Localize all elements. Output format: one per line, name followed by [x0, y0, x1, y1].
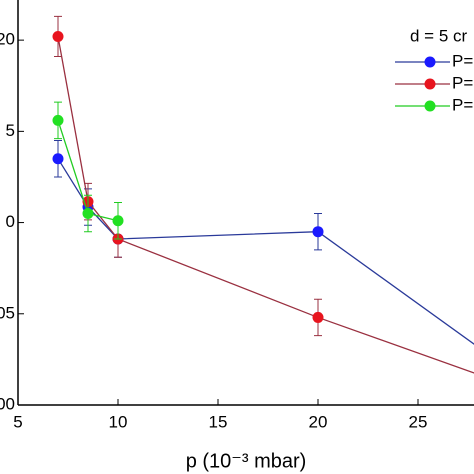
x-tick-label: 5	[13, 412, 22, 431]
legend-marker	[424, 78, 436, 90]
data-point	[52, 153, 64, 165]
series-line	[57, 158, 474, 345]
x-tick-label: 15	[209, 412, 228, 431]
legend-label: P=	[452, 95, 473, 114]
y-tick-label: 0	[6, 212, 15, 231]
y-tick-label: 00	[0, 394, 15, 413]
data-point	[112, 215, 124, 227]
y-tick-label: 5	[6, 121, 15, 140]
x-axis-label: p (10⁻³ mbar)	[186, 450, 307, 472]
legend-marker	[424, 56, 436, 68]
x-tick-label: 10	[109, 412, 128, 431]
plot-area	[52, 15, 474, 374]
series-line	[57, 36, 474, 374]
x-tick-label: 20	[309, 412, 328, 431]
y-tick-label: 05	[0, 303, 15, 322]
legend-title: d = 5 cr	[410, 26, 468, 45]
legend-label: P=	[452, 51, 473, 70]
data-point	[312, 311, 324, 323]
legend-marker	[424, 100, 436, 112]
legend-label: P=	[452, 73, 473, 92]
data-point	[312, 226, 324, 238]
data-point	[52, 114, 64, 126]
data-point	[82, 207, 94, 219]
x-tick-label: 25	[409, 412, 428, 431]
y-tick-label: 20	[0, 30, 15, 49]
data-point	[52, 30, 64, 42]
